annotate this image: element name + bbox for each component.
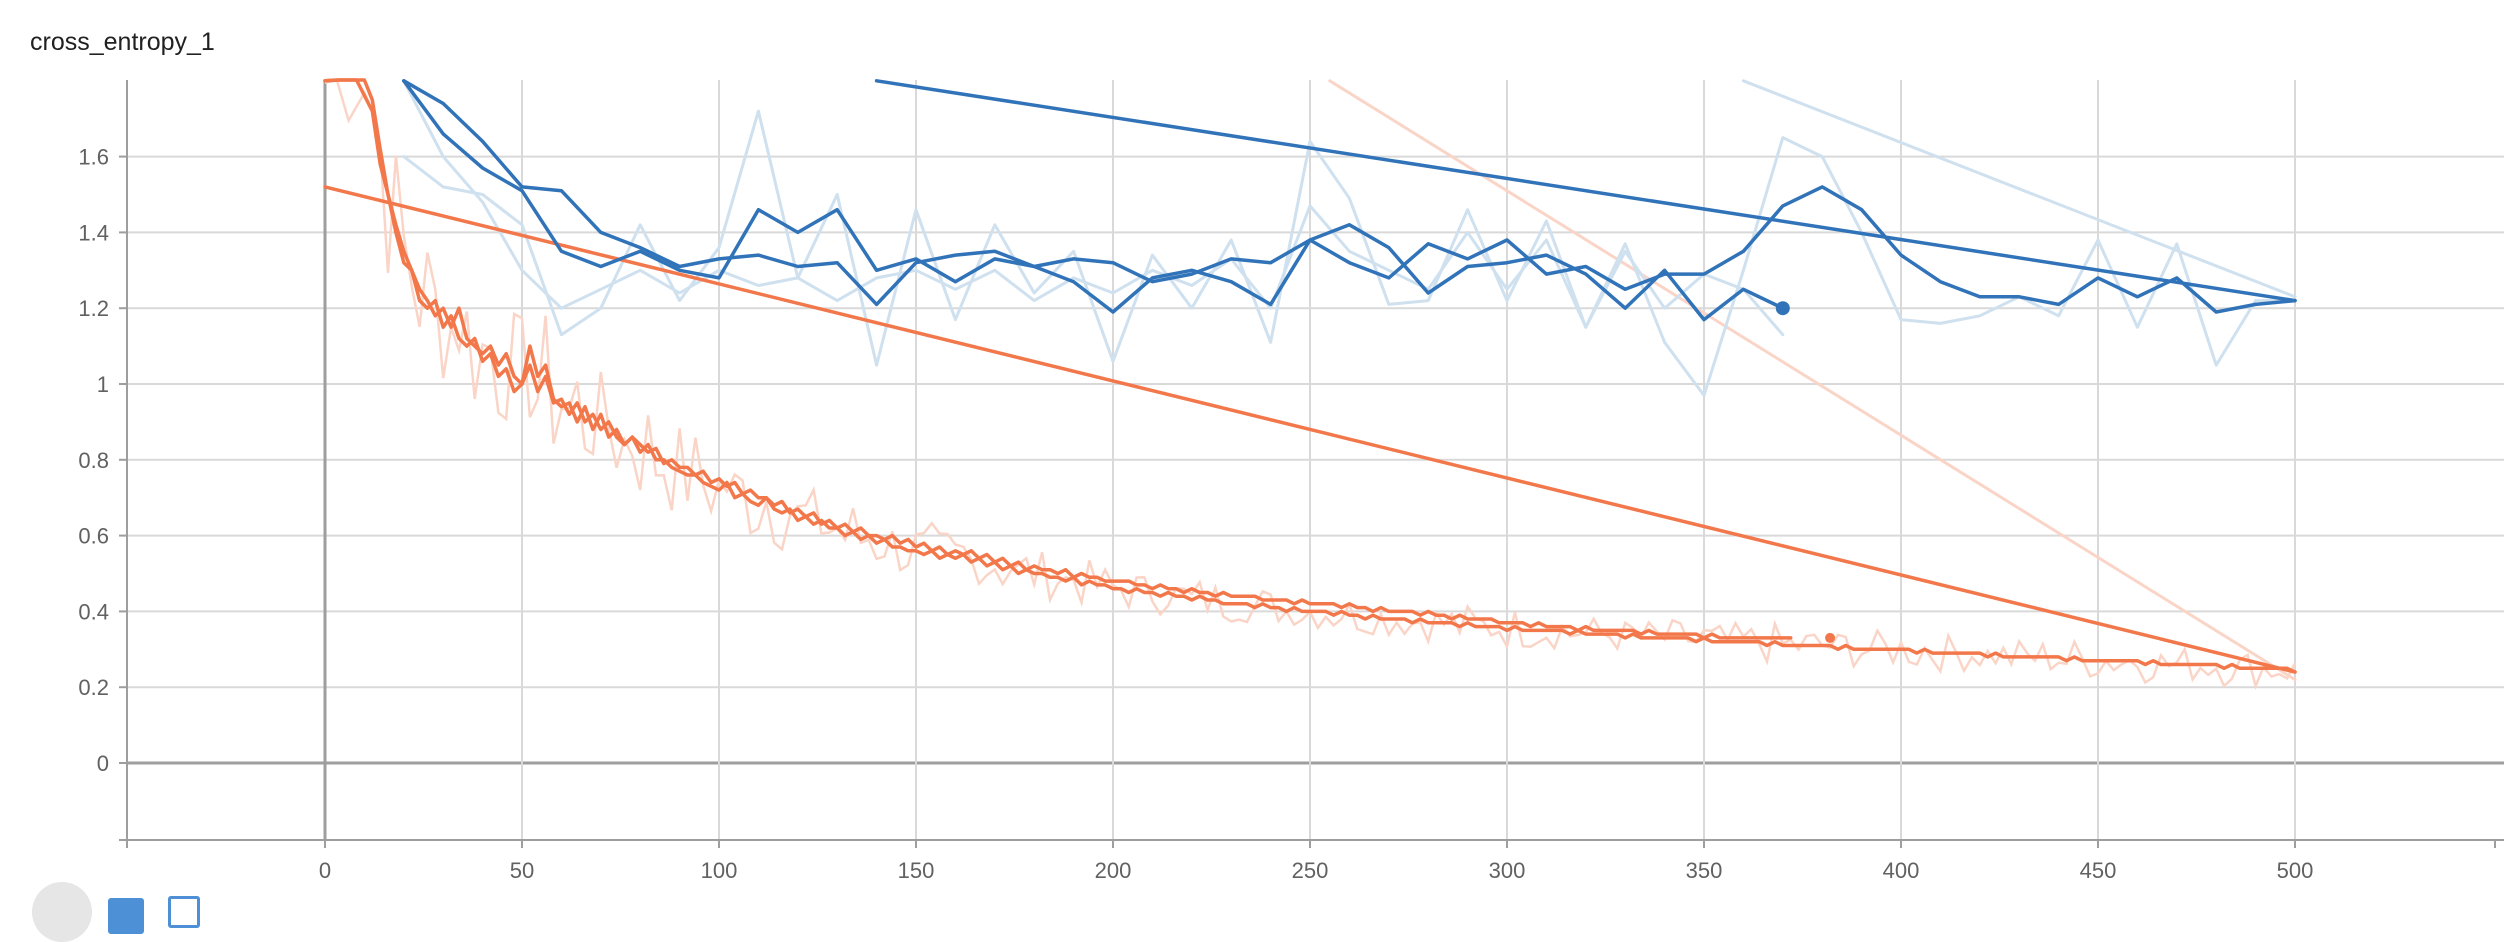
- x-tick-label: 200: [1095, 858, 1132, 883]
- raw-series-line: [1741, 79, 2297, 299]
- x-tick-label: 450: [2080, 858, 2117, 883]
- series-end-marker[interactable]: [1775, 301, 1790, 316]
- smoothed-series-layer: [323, 78, 2297, 674]
- y-tick-label: 1.6: [78, 145, 109, 170]
- raw-series-line: [402, 79, 1785, 337]
- smoothed-series-line: [874, 79, 2297, 303]
- expand-icon[interactable]: [32, 882, 92, 942]
- chart-title: cross_entropy_1: [30, 28, 215, 56]
- y-tick-label: 1: [97, 372, 109, 397]
- axes: [119, 80, 2504, 848]
- y-tick-label: 0: [97, 751, 109, 776]
- data-table-icon[interactable]: [108, 898, 144, 934]
- y-tick-label: 0.4: [78, 599, 109, 624]
- smoothed-series-line: [323, 185, 2297, 674]
- raw-series-line: [324, 78, 2297, 691]
- raw-series-line: [402, 109, 2297, 397]
- smoothed-series-line: [402, 79, 2297, 314]
- y-tick-label: 0.6: [78, 524, 109, 549]
- y-tick-label: 1.2: [78, 296, 109, 321]
- x-tick-label: 400: [1883, 858, 1920, 883]
- x-tick-label: 0: [319, 858, 331, 883]
- x-tick-label: 350: [1686, 858, 1723, 883]
- x-tick-label: 150: [898, 858, 935, 883]
- x-tick-label: 250: [1292, 858, 1329, 883]
- line-chart[interactable]: 0 0.2 0.4 0.6 0.8 1 1.2 1.4 1.6 0 50 100 150 200 250 30…: [0, 0, 2504, 904]
- raw-series-line: [1328, 79, 2297, 682]
- series-end-marker[interactable]: [1825, 632, 1836, 643]
- tick-labels: 0 0.2 0.4 0.6 0.8 1 1.2 1.4 1.6 0 50 100 150 200 250 30…: [78, 145, 2313, 883]
- x-tick-label: 50: [510, 858, 534, 883]
- x-tick-label: 500: [2277, 858, 2314, 883]
- y-tick-label: 0.8: [78, 448, 109, 473]
- fit-domain-icon[interactable]: [168, 896, 200, 928]
- smoothed-series-line: [323, 78, 1793, 640]
- x-tick-label: 300: [1489, 858, 1526, 883]
- x-tick-label: 100: [701, 858, 738, 883]
- raw-series-layer: [324, 78, 2297, 691]
- y-tick-label: 0.2: [78, 675, 109, 700]
- smoothed-series-line: [402, 79, 1785, 322]
- y-tick-label: 1.4: [78, 220, 109, 245]
